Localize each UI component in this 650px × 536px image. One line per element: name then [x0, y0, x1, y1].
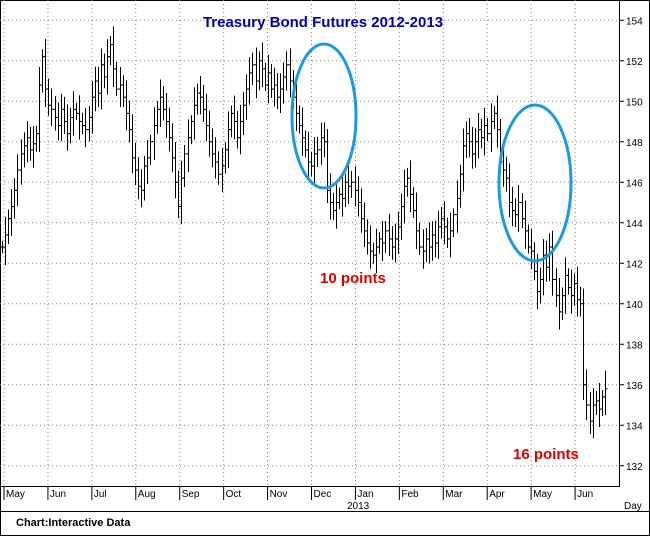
x-tick-label: Oct: [226, 489, 242, 500]
x-tick-label: Apr: [489, 489, 505, 500]
x-tick-label: Aug: [138, 489, 156, 500]
price-bar: [250, 52, 255, 86]
price-bar: [451, 208, 456, 238]
y-axis-ticks: 132 134 136 138 140 142 144 146 148 150 152 154: [619, 16, 643, 473]
price-bar: [315, 136, 320, 167]
x-unit-label: Day: [624, 501, 642, 512]
price-bar: [550, 230, 555, 296]
x-tick-label: Jul: [94, 489, 107, 500]
price-bar: [516, 185, 521, 232]
price-bar: [148, 134, 153, 166]
price-bars: [0, 26, 608, 439]
x-axis-ticks: May Jun Jul Aug Sep Oct Nov Dec Jan Feb Mar Apr May J…: [3, 486, 593, 500]
highlight-ellipse-dec: [290, 42, 358, 190]
x-tick-label: Jun: [577, 489, 593, 500]
price-bar: [114, 61, 119, 97]
y-tick-label: 142: [626, 259, 643, 270]
highlight-ellipse-may: [497, 103, 573, 263]
x-tick-label: Sep: [182, 489, 200, 500]
annotation-10-points: 10 points: [320, 270, 386, 287]
y-tick-label: 138: [626, 340, 643, 351]
price-bar: [584, 369, 589, 421]
price-bar: [49, 88, 54, 127]
price-bar: [349, 170, 354, 198]
y-tick-label: 132: [626, 462, 643, 473]
price-bar: [485, 117, 490, 142]
chart-footer: Chart:Interactive Data: [16, 517, 131, 529]
y-tick-label: 146: [626, 178, 643, 189]
y-tick-label: 144: [626, 219, 643, 230]
x-tick-label: Mar: [445, 489, 463, 500]
price-bar: [216, 151, 221, 185]
x-tick-label: May: [6, 489, 25, 500]
x-tick-label: Jan: [357, 489, 373, 500]
price-bar: [83, 108, 88, 148]
x-tick-label: Dec: [314, 489, 332, 500]
price-bar: [15, 154, 20, 207]
y-tick-label: 148: [626, 138, 643, 149]
x-tick-label: Nov: [270, 489, 288, 500]
y-tick-label: 150: [626, 97, 643, 108]
year-label-2013: 2013: [347, 501, 370, 512]
y-tick-label: 152: [626, 57, 643, 68]
price-bar: [603, 370, 608, 416]
x-tick-label: Jun: [50, 489, 66, 500]
x-tick-label: May: [533, 489, 552, 500]
chart-title: Treasury Bond Futures 2012-2013: [203, 14, 443, 31]
price-bar: [417, 222, 422, 256]
x-tick-label: Feb: [401, 489, 419, 500]
price-bar: [182, 145, 187, 188]
price-bar: [284, 51, 289, 91]
y-tick-label: 134: [626, 421, 643, 432]
y-tick-label: 154: [626, 16, 643, 27]
y-tick-label: 140: [626, 300, 643, 311]
plot-frame: [0, 0, 620, 487]
annotation-16-points: 16 points: [513, 446, 579, 463]
price-bar: [383, 221, 388, 253]
y-tick-label: 136: [626, 381, 643, 392]
